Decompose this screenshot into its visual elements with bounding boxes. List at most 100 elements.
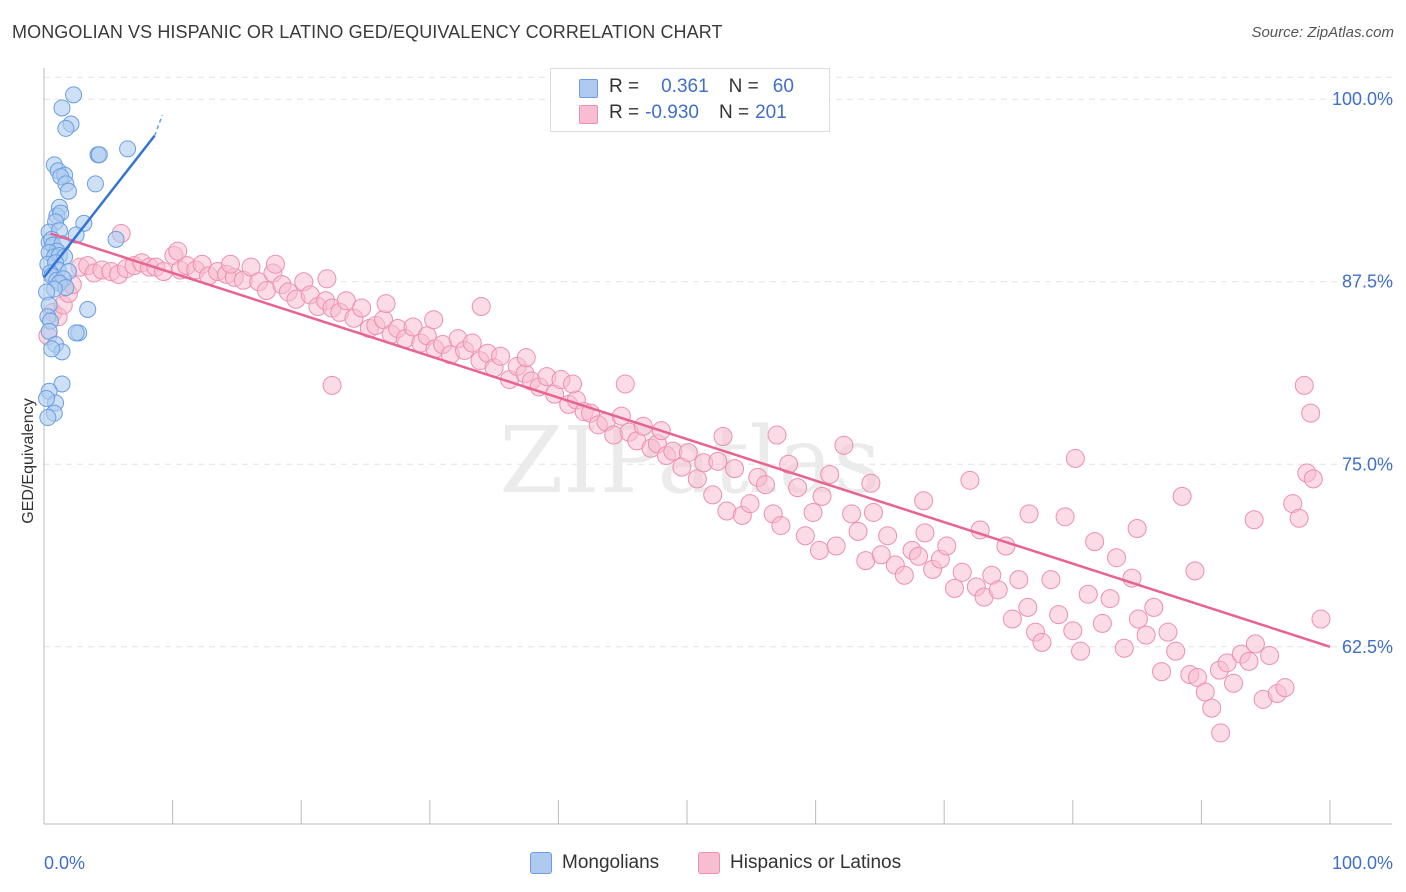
- hispanic-point: [424, 310, 444, 330]
- legend-swatch-hispanics: [579, 105, 598, 124]
- hispanic-point: [1002, 609, 1022, 629]
- hispanic-trend-line: [50, 232, 1331, 648]
- legend-row-hispanics: R = -0.930 N = 201: [609, 100, 787, 126]
- correlation-legend: R = 0.361 N = 60 R = -0.930 N = 201: [550, 68, 830, 132]
- hispanic-point: [740, 494, 760, 514]
- hispanic-point: [767, 425, 787, 445]
- hispanic-point: [988, 580, 1008, 600]
- axis-layer: [43, 68, 1392, 825]
- hispanic-point: [1244, 510, 1264, 530]
- mongolian-point: [39, 409, 57, 427]
- mongolians-swatch: [530, 852, 552, 874]
- hispanic-points: [38, 224, 1331, 743]
- hispanic-point: [861, 473, 881, 493]
- hispanic-point: [1063, 621, 1083, 641]
- hispanic-point: [1202, 698, 1222, 718]
- hispanic-point: [842, 504, 862, 524]
- hispanic-point: [1294, 375, 1314, 395]
- legend-n-value: 201: [755, 102, 787, 123]
- x-tick-label: 100.0%: [1332, 853, 1393, 873]
- hispanic-point: [779, 454, 799, 474]
- y-axis-label: GED/Equivalency: [20, 398, 37, 523]
- hispanic-point: [1245, 634, 1265, 654]
- hispanic-point: [914, 491, 934, 511]
- legend-r-value: -0.930: [645, 102, 699, 123]
- hispanic-point: [1078, 584, 1098, 604]
- hispanic-point: [1085, 532, 1105, 552]
- hispanic-point: [826, 536, 846, 556]
- mongolian-point: [119, 140, 137, 158]
- legend-row-mongolians: R = 0.361 N = 60: [609, 74, 794, 100]
- hispanic-point: [563, 374, 583, 394]
- hispanic-point: [604, 425, 624, 445]
- hispanic-point: [317, 269, 337, 289]
- hispanic-point: [788, 478, 808, 498]
- hispanic-point: [1041, 570, 1061, 590]
- legend-n-value: 60: [772, 76, 794, 97]
- hispanic-point: [771, 516, 791, 536]
- hispanic-point: [1217, 653, 1237, 673]
- hispanics-label: Hispanics or Latinos: [730, 852, 902, 873]
- x-tick-label: 0.0%: [44, 853, 85, 873]
- legend-item-mongolians[interactable]: Mongolians: [530, 852, 659, 874]
- hispanic-point: [1301, 403, 1321, 423]
- hispanic-point: [755, 475, 775, 495]
- hispanic-point: [1224, 673, 1244, 693]
- hispanic-point: [1107, 548, 1127, 568]
- hispanic-point: [915, 523, 935, 543]
- hispanic-point: [803, 502, 823, 522]
- hispanic-point: [908, 546, 928, 566]
- hispanic-point: [812, 486, 832, 506]
- y-tick-label: 62.5%: [1342, 637, 1393, 657]
- hispanic-point: [1065, 448, 1085, 468]
- trend-lines: [43, 115, 1331, 648]
- mongolian-point: [53, 99, 71, 117]
- legend-item-hispanics[interactable]: Hispanics or Latinos: [698, 852, 901, 874]
- hispanic-point: [1211, 723, 1231, 743]
- hispanic-point: [1019, 504, 1039, 524]
- hispanic-point: [809, 540, 829, 560]
- hispanic-point: [1128, 609, 1148, 629]
- mongolian-point: [57, 119, 75, 137]
- mongolian-trend-line: [43, 134, 156, 279]
- hispanic-point: [871, 545, 891, 565]
- hispanic-point: [1158, 622, 1178, 642]
- mongolian-point: [67, 324, 85, 342]
- legend-r-label: R =: [609, 76, 640, 97]
- hispanic-point: [1114, 638, 1134, 658]
- hispanic-point: [863, 502, 883, 522]
- hispanic-point: [1049, 605, 1069, 625]
- mongolian-point: [38, 390, 56, 408]
- hispanic-point: [1188, 667, 1208, 687]
- mongolian-point: [43, 340, 61, 358]
- hispanic-point: [1071, 641, 1091, 661]
- hispanic-point: [834, 435, 854, 455]
- mongolian-point: [107, 230, 125, 248]
- grid-layer: [44, 76, 1392, 648]
- legend-swatch-mongolians: [579, 79, 598, 98]
- hispanic-point: [462, 333, 482, 353]
- hispanic-point: [1152, 662, 1172, 682]
- hispanic-point: [1144, 597, 1164, 617]
- hispanic-point: [336, 291, 356, 311]
- hispanic-point: [220, 254, 240, 274]
- chart-title: MONGOLIAN VS HISPANIC OR LATINO GED/EQUI…: [12, 22, 723, 42]
- hispanic-point: [1009, 570, 1029, 590]
- y-tick-label: 100.0%: [1332, 89, 1393, 109]
- hispanic-point: [471, 297, 491, 317]
- hispanic-point: [848, 521, 868, 541]
- hispanic-point: [937, 536, 957, 556]
- hispanic-point: [322, 375, 342, 395]
- axis-labels: 62.5% 75.0% 87.5% 100.0% 0.0% 100.0%: [44, 89, 1393, 873]
- hispanic-point: [820, 464, 840, 484]
- hispanic-point: [708, 451, 728, 471]
- hispanic-point: [878, 526, 898, 546]
- hispanic-point: [687, 469, 707, 489]
- mongolian-point: [59, 182, 77, 200]
- series-legend: Mongolians Hispanics or Latinos: [0, 852, 1406, 878]
- hispanic-point: [703, 485, 723, 505]
- hispanic-point: [725, 459, 745, 479]
- y-tick-label: 87.5%: [1342, 272, 1393, 292]
- mongolian-point: [53, 375, 71, 393]
